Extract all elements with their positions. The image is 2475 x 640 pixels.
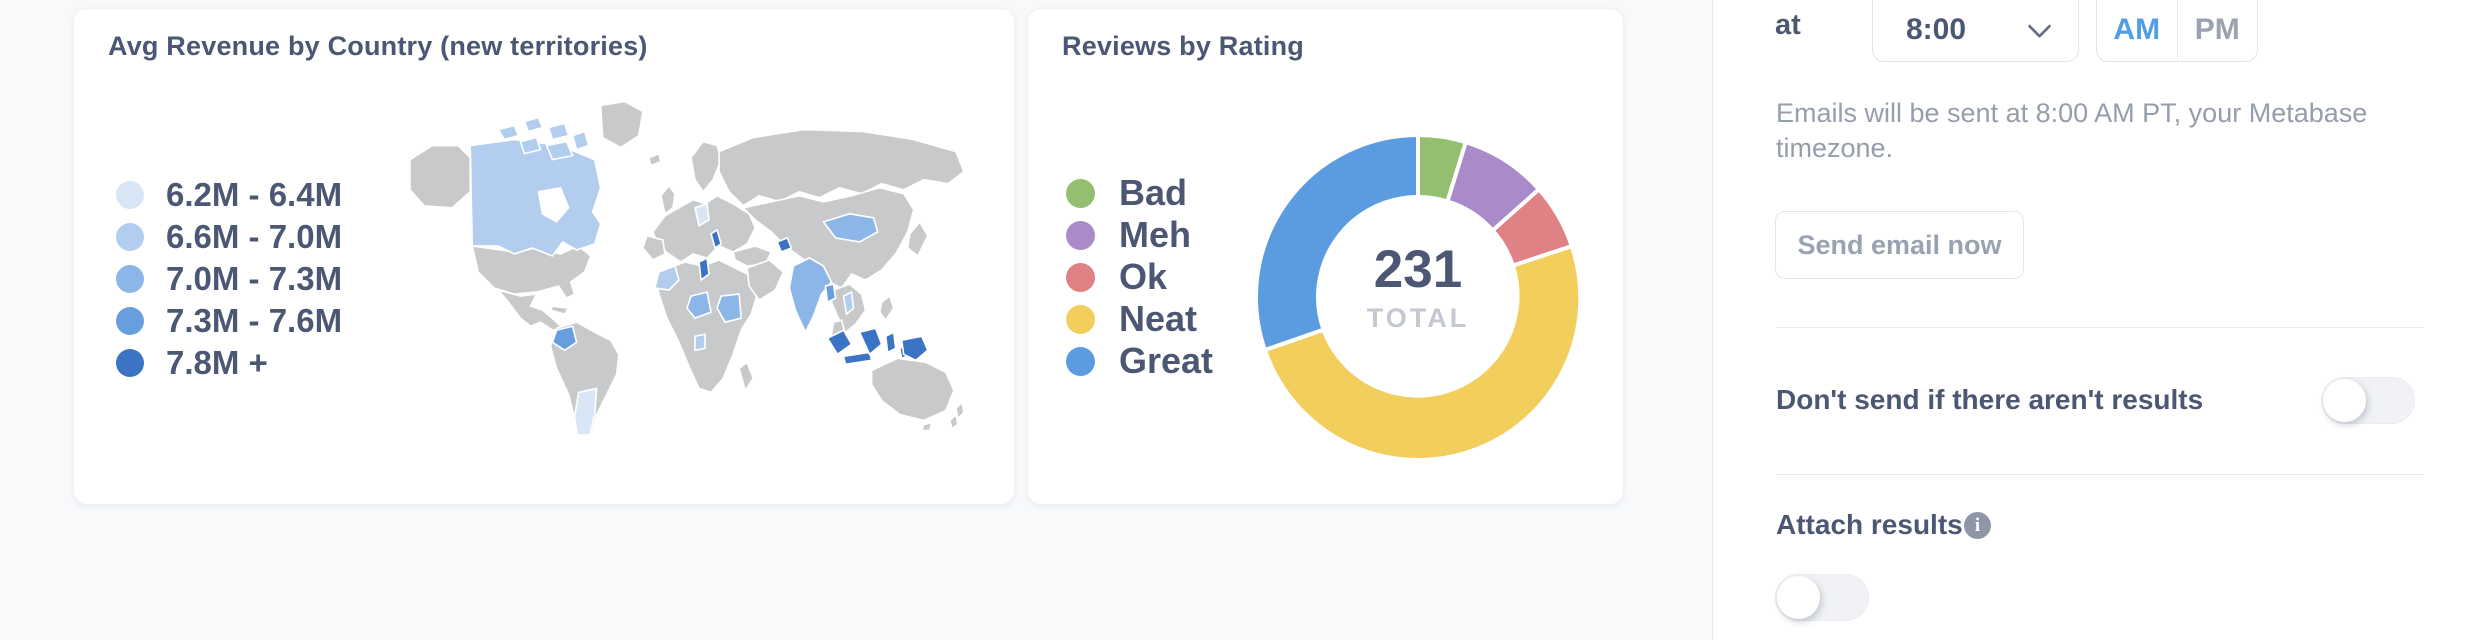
country-morocco	[654, 265, 680, 291]
map-highlighted-countries	[469, 116, 929, 434]
donut-legend: Bad Meh Ok Neat Great	[1066, 172, 1213, 382]
country-germany	[694, 202, 710, 227]
meridiem-pm-button[interactable]: PM	[2176, 0, 2258, 61]
country-azerbaijan	[776, 237, 793, 253]
card-avg-revenue-by-country: Avg Revenue by Country (new territories)…	[73, 8, 1015, 505]
donut-total-label: TOTAL	[1367, 303, 1470, 333]
country-sudan	[716, 293, 742, 324]
toggle-knob	[1777, 576, 1820, 619]
legend-label: Bad	[1119, 172, 1188, 213]
legend-label: Ok	[1119, 256, 1168, 297]
country-canada-island	[523, 116, 544, 133]
map-base-landmass	[409, 100, 965, 434]
legend-item[interactable]: 7.8M +	[116, 342, 342, 384]
legend-label: 6.6M - 7.0M	[166, 218, 343, 255]
card-reviews-by-rating: Reviews by Rating Bad Meh Ok Neat Great 231 …	[1027, 8, 1624, 505]
time-select[interactable]: 8:00	[1872, 0, 2079, 62]
legend-item[interactable]: Ok	[1066, 256, 1213, 298]
country-laos	[842, 291, 855, 315]
country-canada-island	[497, 124, 520, 141]
legend-item[interactable]: Meh	[1066, 214, 1213, 256]
country-indonesia	[884, 331, 897, 354]
country-tunisia	[698, 257, 710, 281]
country-colombia	[551, 325, 578, 352]
toggle-knob	[2323, 379, 2366, 422]
legend-item[interactable]: 7.0M - 7.3M	[116, 258, 342, 300]
legend-dot	[116, 307, 144, 335]
email-schedule-sidebar: at 8:00 AM PM Emails will be sent at 8:0…	[1712, 0, 2475, 640]
legend-label: Meh	[1119, 214, 1191, 255]
donut-segment-neat[interactable]	[1262, 244, 1583, 463]
country-canada-island	[571, 130, 590, 151]
legend-dot	[1066, 262, 1095, 292]
legend-item[interactable]: Neat	[1066, 298, 1213, 340]
legend-item[interactable]: 7.3M - 7.6M	[116, 300, 342, 342]
country-indonesia	[858, 327, 883, 356]
legend-item[interactable]: Great	[1066, 340, 1213, 382]
donut-card-title: Reviews by Rating	[1062, 31, 1304, 61]
world-map[interactable]	[402, 95, 984, 434]
country-canada-island	[545, 140, 574, 161]
legend-label: Great	[1119, 340, 1214, 381]
donut-segment-great[interactable]	[1254, 133, 1420, 352]
meridiem-am-button[interactable]: AM	[2113, 13, 2161, 46]
legend-label: 7.0M - 7.3M	[166, 260, 343, 297]
country-canada-island	[519, 136, 542, 155]
country-india	[788, 257, 833, 334]
meridiem-toggle: AM PM	[2096, 0, 2258, 62]
legend-label: 7.3M - 7.6M	[166, 302, 343, 339]
email-note: Emails will be sent at 8:00 AM PT, your …	[1776, 98, 2368, 163]
country-papua-new-guinea	[900, 335, 929, 362]
time-select-value: 8:00	[1906, 13, 1967, 46]
legend-dot	[116, 223, 144, 251]
legend-item[interactable]: 6.6M - 7.0M	[116, 216, 342, 258]
legend-dot	[1066, 304, 1095, 334]
divider	[1776, 474, 2424, 475]
country-indonesia	[842, 351, 873, 366]
chevron-down-icon	[2027, 13, 2052, 38]
info-icon[interactable]: i	[1964, 512, 1991, 539]
attach-results-label: Attach results	[1776, 509, 1963, 540]
donut-total-value: 231	[1374, 240, 1462, 299]
legend-dot	[116, 265, 144, 293]
legend-item[interactable]: 6.2M - 6.4M	[116, 174, 342, 216]
country-croatia	[710, 229, 722, 249]
country-bangladesh	[824, 283, 837, 303]
donut-chart[interactable]: 231 TOTAL	[1028, 9, 1625, 506]
legend-item[interactable]: Bad	[1066, 172, 1213, 214]
legend-dot	[1066, 220, 1095, 250]
country-canada-island	[547, 122, 570, 141]
legend-label: Neat	[1119, 298, 1198, 339]
hudson-bay	[537, 186, 570, 223]
country-gabon	[694, 333, 706, 352]
map-legend: 6.2M - 6.4M 6.6M - 7.0M 7.0M - 7.3M 7.3M - …	[116, 174, 342, 384]
country-argentina	[573, 387, 598, 434]
legend-dot	[1066, 178, 1095, 208]
country-canada	[469, 138, 602, 257]
country-mongolia	[822, 213, 879, 243]
dont-send-toggle[interactable]	[2321, 377, 2415, 424]
country-niger	[686, 291, 712, 319]
divider	[1776, 327, 2424, 328]
country-indonesia	[826, 329, 853, 356]
dashboard-canvas: Avg Revenue by Country (new territories)…	[73, 8, 1624, 505]
legend-dot	[1066, 346, 1095, 376]
legend-dot	[116, 181, 144, 209]
legend-label: 7.8M +	[166, 344, 268, 381]
at-label: at	[1775, 9, 1801, 41]
send-email-now-button[interactable]: Send email now	[1775, 211, 2024, 279]
legend-label: 6.2M - 6.4M	[166, 176, 343, 213]
dont-send-label: Don't send if there aren't results	[1776, 384, 2204, 415]
legend-dot	[116, 349, 144, 377]
map-card-title: Avg Revenue by Country (new territories)	[108, 31, 648, 61]
attach-results-toggle[interactable]	[1775, 574, 1869, 621]
